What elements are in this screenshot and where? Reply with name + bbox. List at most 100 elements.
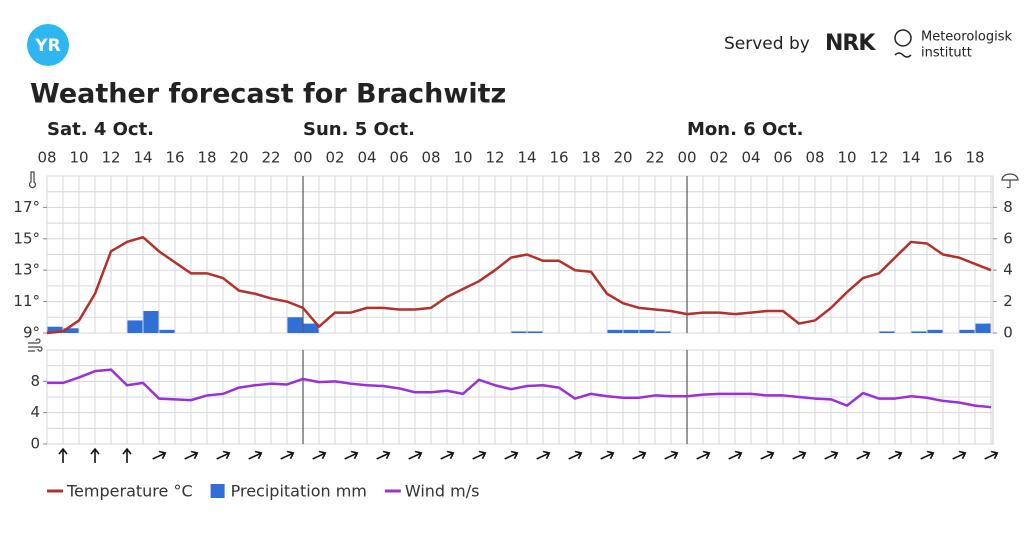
thermometer-icon xyxy=(28,171,37,189)
x-tick-label: 18 xyxy=(965,149,984,167)
wind-arrow xyxy=(760,450,775,460)
x-tick-label: 20 xyxy=(613,149,632,167)
precipitation-bar xyxy=(911,331,927,333)
precipitation-bar xyxy=(127,320,143,333)
y-tick-label: 11° xyxy=(13,292,40,310)
y-tick-label: 13° xyxy=(13,261,40,279)
wind-arrow-shape xyxy=(536,450,551,460)
x-tick-label: 10 xyxy=(453,149,472,167)
wind-arrow xyxy=(920,450,935,460)
precipitation-bar xyxy=(607,329,623,333)
precipitation-bar xyxy=(927,329,943,333)
yr-logo xyxy=(27,24,69,66)
x-tick-label: 06 xyxy=(389,149,408,167)
wind-arrow-shape xyxy=(952,450,967,460)
wind-arrow xyxy=(472,450,487,460)
legend-label: Precipitation mm xyxy=(231,482,367,501)
wind-arrow-shape xyxy=(408,450,423,460)
x-tick-label: 00 xyxy=(293,149,312,167)
wind-arrow xyxy=(440,450,455,460)
wind-arrow-shape xyxy=(248,450,263,460)
precipitation-bar xyxy=(639,329,655,333)
day-label: Sat. 4 Oct. xyxy=(47,119,154,140)
wind-arrow xyxy=(984,450,999,460)
precipitation-bar xyxy=(975,323,991,333)
wind-arrow-shape xyxy=(58,447,68,463)
x-tick-label: 00 xyxy=(677,149,696,167)
served-by: Served by xyxy=(724,34,810,54)
y-tick-label: 17° xyxy=(13,198,40,216)
y-tick-label: 15° xyxy=(13,229,40,247)
wind-arrow xyxy=(568,450,583,460)
x-tick-label: 02 xyxy=(325,149,344,167)
wind-arrow-shape xyxy=(344,450,359,460)
wind-arrow xyxy=(122,447,132,463)
wind-arrow xyxy=(728,450,743,460)
x-tick-label: 18 xyxy=(581,149,600,167)
wind-arrow-shape xyxy=(280,450,295,460)
x-tick-label: 12 xyxy=(101,149,120,167)
wind-arrow xyxy=(408,450,423,460)
temperature-line xyxy=(46,235,992,335)
x-tick-label: 10 xyxy=(69,149,88,167)
wind-tick-label: 4 xyxy=(30,403,40,421)
x-tick-label: 08 xyxy=(37,149,56,167)
met-name: Meteorologisk xyxy=(921,30,1012,45)
x-tick-label: 08 xyxy=(421,149,440,167)
wind-arrow xyxy=(600,450,615,460)
wind-arrow-shape xyxy=(632,450,647,460)
x-tick-label: 22 xyxy=(645,149,664,167)
y2-tick-label: 0 xyxy=(1003,324,1013,342)
wind-arrow-shape xyxy=(760,450,775,460)
precipitation-bar xyxy=(47,326,63,333)
wind-tick-label: 0 xyxy=(30,435,40,453)
wind-arrow-shape xyxy=(856,450,871,460)
precipitation-bar xyxy=(287,317,303,333)
wind-arrow xyxy=(216,450,231,460)
precipitation-bar xyxy=(879,331,895,333)
wind-arrow xyxy=(856,450,871,460)
wind-arrow xyxy=(888,450,903,460)
y-tick-label: 9° xyxy=(23,324,40,342)
x-tick-label: 20 xyxy=(229,149,248,167)
wind-arrow-shape xyxy=(376,450,391,460)
met-name: institutt xyxy=(921,46,972,61)
wind-arrow xyxy=(792,450,807,460)
wind-arrow-shape xyxy=(504,450,519,460)
wind-icon xyxy=(28,338,43,352)
met-logo xyxy=(894,29,912,47)
wind-arrow xyxy=(696,450,711,460)
x-tick-label: 16 xyxy=(933,149,952,167)
x-tick-label: 22 xyxy=(261,149,280,167)
x-tick-label: 04 xyxy=(357,149,376,167)
wind-arrow-shape xyxy=(152,450,167,460)
y2-tick-label: 2 xyxy=(1003,292,1013,310)
precipitation-bar xyxy=(655,331,671,333)
precipitation-bar xyxy=(527,331,543,333)
wind-arrow-shape xyxy=(216,450,231,460)
wind-arrow xyxy=(504,450,519,460)
wind-arrow xyxy=(280,450,295,460)
precipitation-bar xyxy=(159,329,175,333)
wind-arrow-shape xyxy=(920,450,935,460)
day-label: Sun. 5 Oct. xyxy=(303,119,415,140)
wind-arrow-shape xyxy=(122,447,132,463)
wind-arrow xyxy=(344,450,359,460)
wind-arrow-shape xyxy=(600,450,615,460)
wind-arrow xyxy=(90,447,100,463)
wind-arrow-shape xyxy=(568,450,583,460)
legend-label: Wind m/s xyxy=(405,482,480,501)
wind-arrow-shape xyxy=(664,450,679,460)
wind-arrow-shape xyxy=(472,450,487,460)
x-tick-label: 06 xyxy=(773,149,792,167)
wind-arrow-shape xyxy=(696,450,711,460)
precipitation-bar xyxy=(623,329,639,333)
wind-arrow xyxy=(58,447,68,463)
precipitation-bar xyxy=(511,331,527,333)
wind-arrow xyxy=(664,450,679,460)
umbrella-icon xyxy=(1001,173,1019,189)
wind-arrow xyxy=(376,450,391,460)
x-tick-label: 02 xyxy=(709,149,728,167)
wind-arrow xyxy=(632,450,647,460)
